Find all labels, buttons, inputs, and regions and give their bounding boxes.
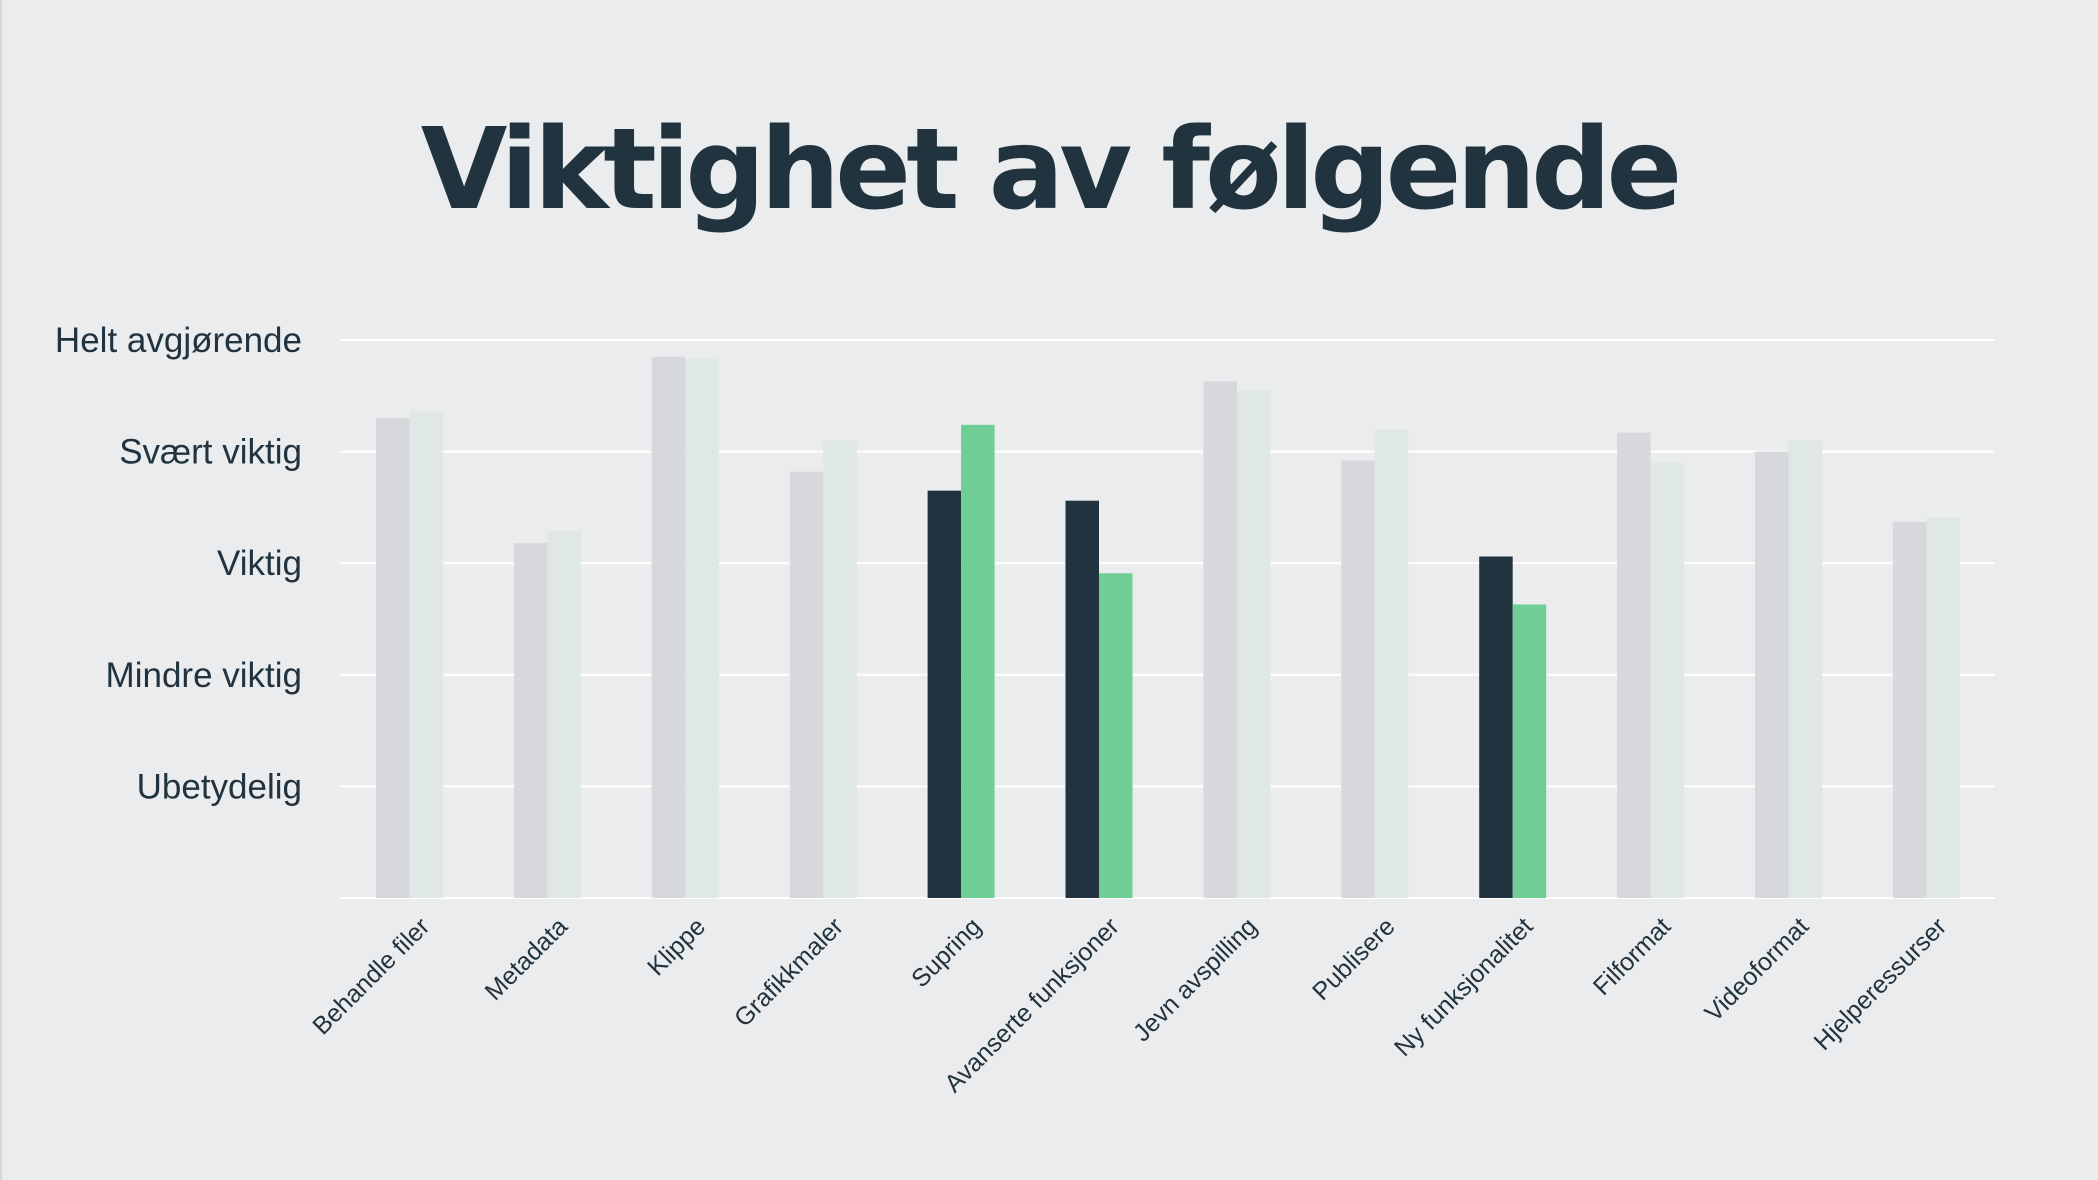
y-tick-label: Viktig — [217, 544, 302, 583]
bar — [927, 490, 962, 898]
x-tick-label: Klippe — [642, 912, 711, 981]
x-tick-label: Grafikkmaler — [729, 912, 849, 1032]
x-tick-label: Metadata — [480, 912, 574, 1006]
x-tick-label: Ny funksjonalitet — [1389, 912, 1539, 1062]
y-tick-label: Helt avgjørende — [55, 321, 302, 360]
bar — [1926, 517, 1960, 898]
bar — [651, 356, 686, 898]
bar — [1374, 429, 1409, 898]
slide-edge — [0, 0, 2, 1180]
bar — [409, 411, 443, 898]
bar — [961, 424, 995, 898]
grid-lines — [340, 339, 1995, 899]
bar — [376, 418, 410, 898]
x-tick-label: Hjelperessurser — [1809, 912, 1953, 1056]
bar — [1236, 390, 1271, 898]
y-tick-label: Ubetydelig — [137, 767, 302, 806]
bar — [1788, 440, 1822, 898]
x-axis-labels: Behandle filer Metadata Klippe Grafikkmaler… — [307, 912, 1952, 1098]
bar — [1065, 500, 1099, 898]
bar — [1512, 604, 1547, 898]
chart-title: Viktighet av følgende — [420, 105, 1683, 235]
bar — [1479, 556, 1513, 898]
y-axis-labels: Ubetydelig Mindre viktig Viktig Svært vikti… — [55, 321, 302, 806]
x-tick-label: Filformat — [1588, 912, 1677, 1001]
bar — [1617, 432, 1651, 898]
y-tick-label: Svært viktig — [119, 433, 302, 472]
x-tick-label: Publisere — [1307, 912, 1401, 1006]
bar — [1755, 451, 1789, 898]
bar — [513, 543, 548, 898]
bar — [685, 358, 719, 898]
x-tick-label: Jevn avspilling — [1128, 912, 1263, 1047]
y-tick-label: Mindre viktig — [106, 656, 302, 695]
bar — [547, 530, 581, 898]
x-tick-label: Videoformat — [1699, 912, 1814, 1027]
x-tick-label: Supring — [906, 912, 987, 993]
bar — [789, 471, 824, 898]
bar — [1341, 460, 1375, 898]
bars — [376, 356, 1960, 898]
bar — [1892, 521, 1927, 898]
bar — [1099, 573, 1133, 898]
bar — [1650, 462, 1685, 898]
bar — [823, 440, 857, 898]
bar — [1203, 381, 1237, 898]
x-tick-label: Behandle filer — [307, 912, 435, 1040]
